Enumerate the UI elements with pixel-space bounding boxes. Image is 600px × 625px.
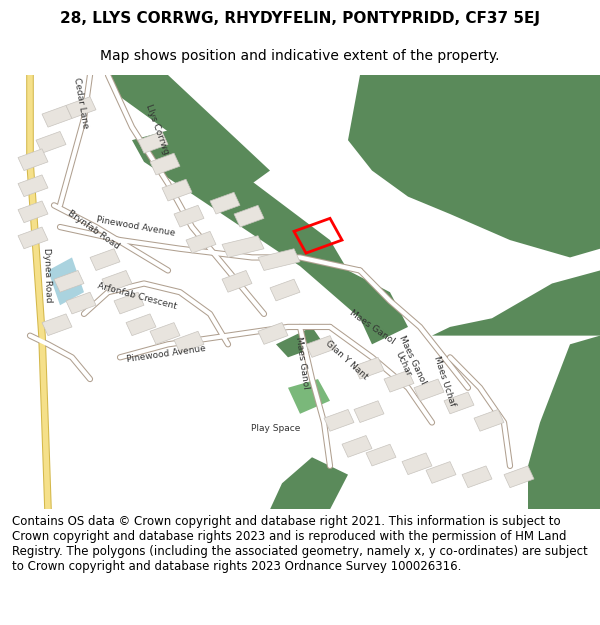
Polygon shape <box>66 97 96 119</box>
Polygon shape <box>18 227 48 249</box>
Text: Map shows position and indicative extent of the property.: Map shows position and indicative extent… <box>100 49 500 63</box>
Polygon shape <box>234 205 264 227</box>
Polygon shape <box>126 314 156 336</box>
Text: Glan Y Nant: Glan Y Nant <box>324 339 370 381</box>
Polygon shape <box>210 192 240 214</box>
Polygon shape <box>432 271 600 336</box>
Polygon shape <box>258 322 288 344</box>
Polygon shape <box>504 466 534 488</box>
Text: Pinewood Avenue: Pinewood Avenue <box>96 215 176 238</box>
Text: Play Space: Play Space <box>251 424 301 433</box>
Polygon shape <box>288 379 330 414</box>
Polygon shape <box>18 149 48 171</box>
Polygon shape <box>42 106 72 127</box>
Polygon shape <box>402 453 432 474</box>
Polygon shape <box>270 458 348 509</box>
Polygon shape <box>162 179 192 201</box>
Polygon shape <box>66 292 96 314</box>
Polygon shape <box>270 279 300 301</box>
Polygon shape <box>114 292 144 314</box>
Polygon shape <box>102 271 132 292</box>
Polygon shape <box>384 371 414 392</box>
Polygon shape <box>54 271 84 292</box>
Polygon shape <box>474 409 504 431</box>
Polygon shape <box>462 466 492 488</box>
Polygon shape <box>48 258 84 305</box>
Polygon shape <box>150 322 180 344</box>
Polygon shape <box>18 175 48 197</box>
Polygon shape <box>366 444 396 466</box>
Text: 28, LLYS CORRWG, RHYDYFELIN, PONTYPRIDD, CF37 5EJ: 28, LLYS CORRWG, RHYDYFELIN, PONTYPRIDD,… <box>60 11 540 26</box>
Polygon shape <box>258 249 300 271</box>
Polygon shape <box>186 231 216 253</box>
Polygon shape <box>342 436 372 457</box>
Polygon shape <box>90 249 120 271</box>
Polygon shape <box>36 131 66 153</box>
Polygon shape <box>324 409 354 431</box>
Polygon shape <box>354 357 384 379</box>
Polygon shape <box>426 462 456 483</box>
Text: Llys Corrwg: Llys Corrwg <box>144 102 170 155</box>
Text: Maes Ganol: Maes Ganol <box>294 336 310 390</box>
Text: Pinewood Avenue: Pinewood Avenue <box>126 344 206 364</box>
Polygon shape <box>348 75 600 258</box>
Text: Dynea Road: Dynea Road <box>42 248 53 303</box>
Text: Maes Ganol
Uchar: Maes Ganol Uchar <box>388 334 428 390</box>
Polygon shape <box>174 205 204 227</box>
Polygon shape <box>222 236 264 258</box>
Polygon shape <box>222 271 252 292</box>
Text: Arfonfab Crescent: Arfonfab Crescent <box>96 282 177 311</box>
Polygon shape <box>174 331 204 353</box>
Polygon shape <box>306 336 336 357</box>
Polygon shape <box>18 201 48 222</box>
Polygon shape <box>150 153 180 175</box>
Polygon shape <box>108 75 270 184</box>
Polygon shape <box>414 379 444 401</box>
Text: Maes Ganol: Maes Ganol <box>348 309 397 346</box>
Polygon shape <box>444 392 474 414</box>
Text: Contains OS data © Crown copyright and database right 2021. This information is : Contains OS data © Crown copyright and d… <box>12 515 588 573</box>
Text: Brynfab Road: Brynfab Road <box>66 208 121 251</box>
Text: Maes Uchaf: Maes Uchaf <box>432 354 457 407</box>
Polygon shape <box>528 336 600 509</box>
Polygon shape <box>132 127 408 344</box>
Text: Cedar Lane: Cedar Lane <box>72 77 90 129</box>
Polygon shape <box>42 314 72 336</box>
Polygon shape <box>354 401 384 422</box>
Polygon shape <box>138 131 168 153</box>
Polygon shape <box>276 327 324 357</box>
